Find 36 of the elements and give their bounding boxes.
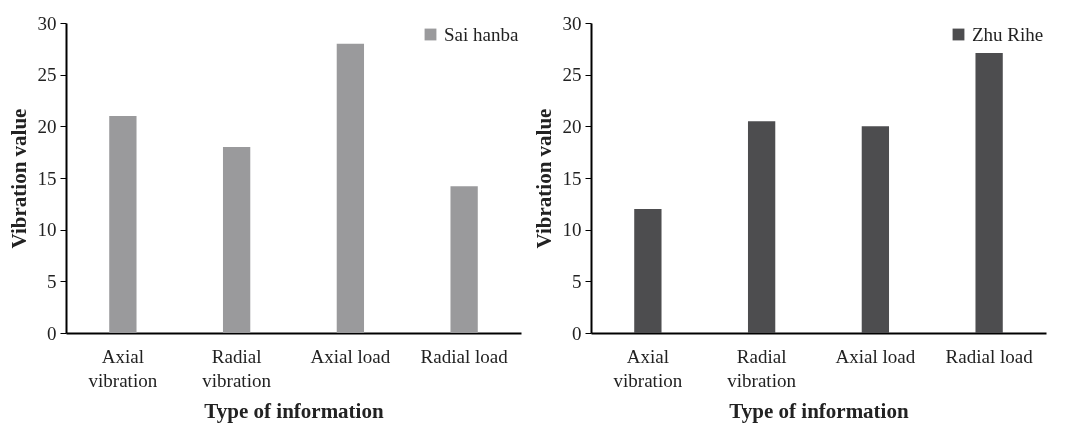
x-tick-label: Radial load [420, 345, 509, 367]
y-tick-label: 5 [47, 270, 57, 292]
legend-label: Zhu Rihe [972, 23, 1044, 45]
bar [222, 147, 251, 333]
y-tick-label: 5 [572, 270, 582, 292]
y-tick-label: 0 [47, 322, 57, 344]
x-axis-title: Type of information [729, 398, 909, 423]
x-tick-label: Axial vibration [613, 345, 683, 391]
bar [450, 186, 478, 333]
bar [109, 116, 137, 333]
bar [336, 43, 365, 333]
bar [634, 209, 662, 333]
y-tick-label: 25 [562, 64, 582, 86]
y-tick-label: 15 [562, 167, 582, 189]
y-axis-title: Vibration value [6, 108, 31, 249]
y-tick-label: 30 [37, 12, 57, 34]
y-tick-label: 25 [37, 64, 57, 86]
x-tick-label: Axial load [835, 345, 916, 367]
y-tick-label: 20 [562, 115, 582, 137]
legend-label: Sai hanba [444, 23, 519, 45]
bar [975, 52, 1003, 333]
y-tick-label: 30 [562, 12, 582, 34]
bar [861, 126, 890, 333]
x-tick-label: Axial vibration [88, 345, 158, 391]
x-tick-label: Axial load [310, 345, 391, 367]
x-tick-label: Radial load [945, 345, 1034, 367]
y-tick-label: 20 [37, 115, 57, 137]
y-tick-label: 10 [37, 219, 57, 241]
y-tick-label: 0 [572, 322, 582, 344]
y-tick-label: 15 [37, 167, 57, 189]
x-tick-label: Radial vibration [727, 345, 797, 391]
x-tick-label: Radial vibration [202, 345, 272, 391]
bar [747, 121, 776, 333]
x-axis-title: Type of information [204, 398, 384, 423]
y-tick-label: 10 [562, 219, 582, 241]
y-axis-title: Vibration value [531, 108, 556, 249]
